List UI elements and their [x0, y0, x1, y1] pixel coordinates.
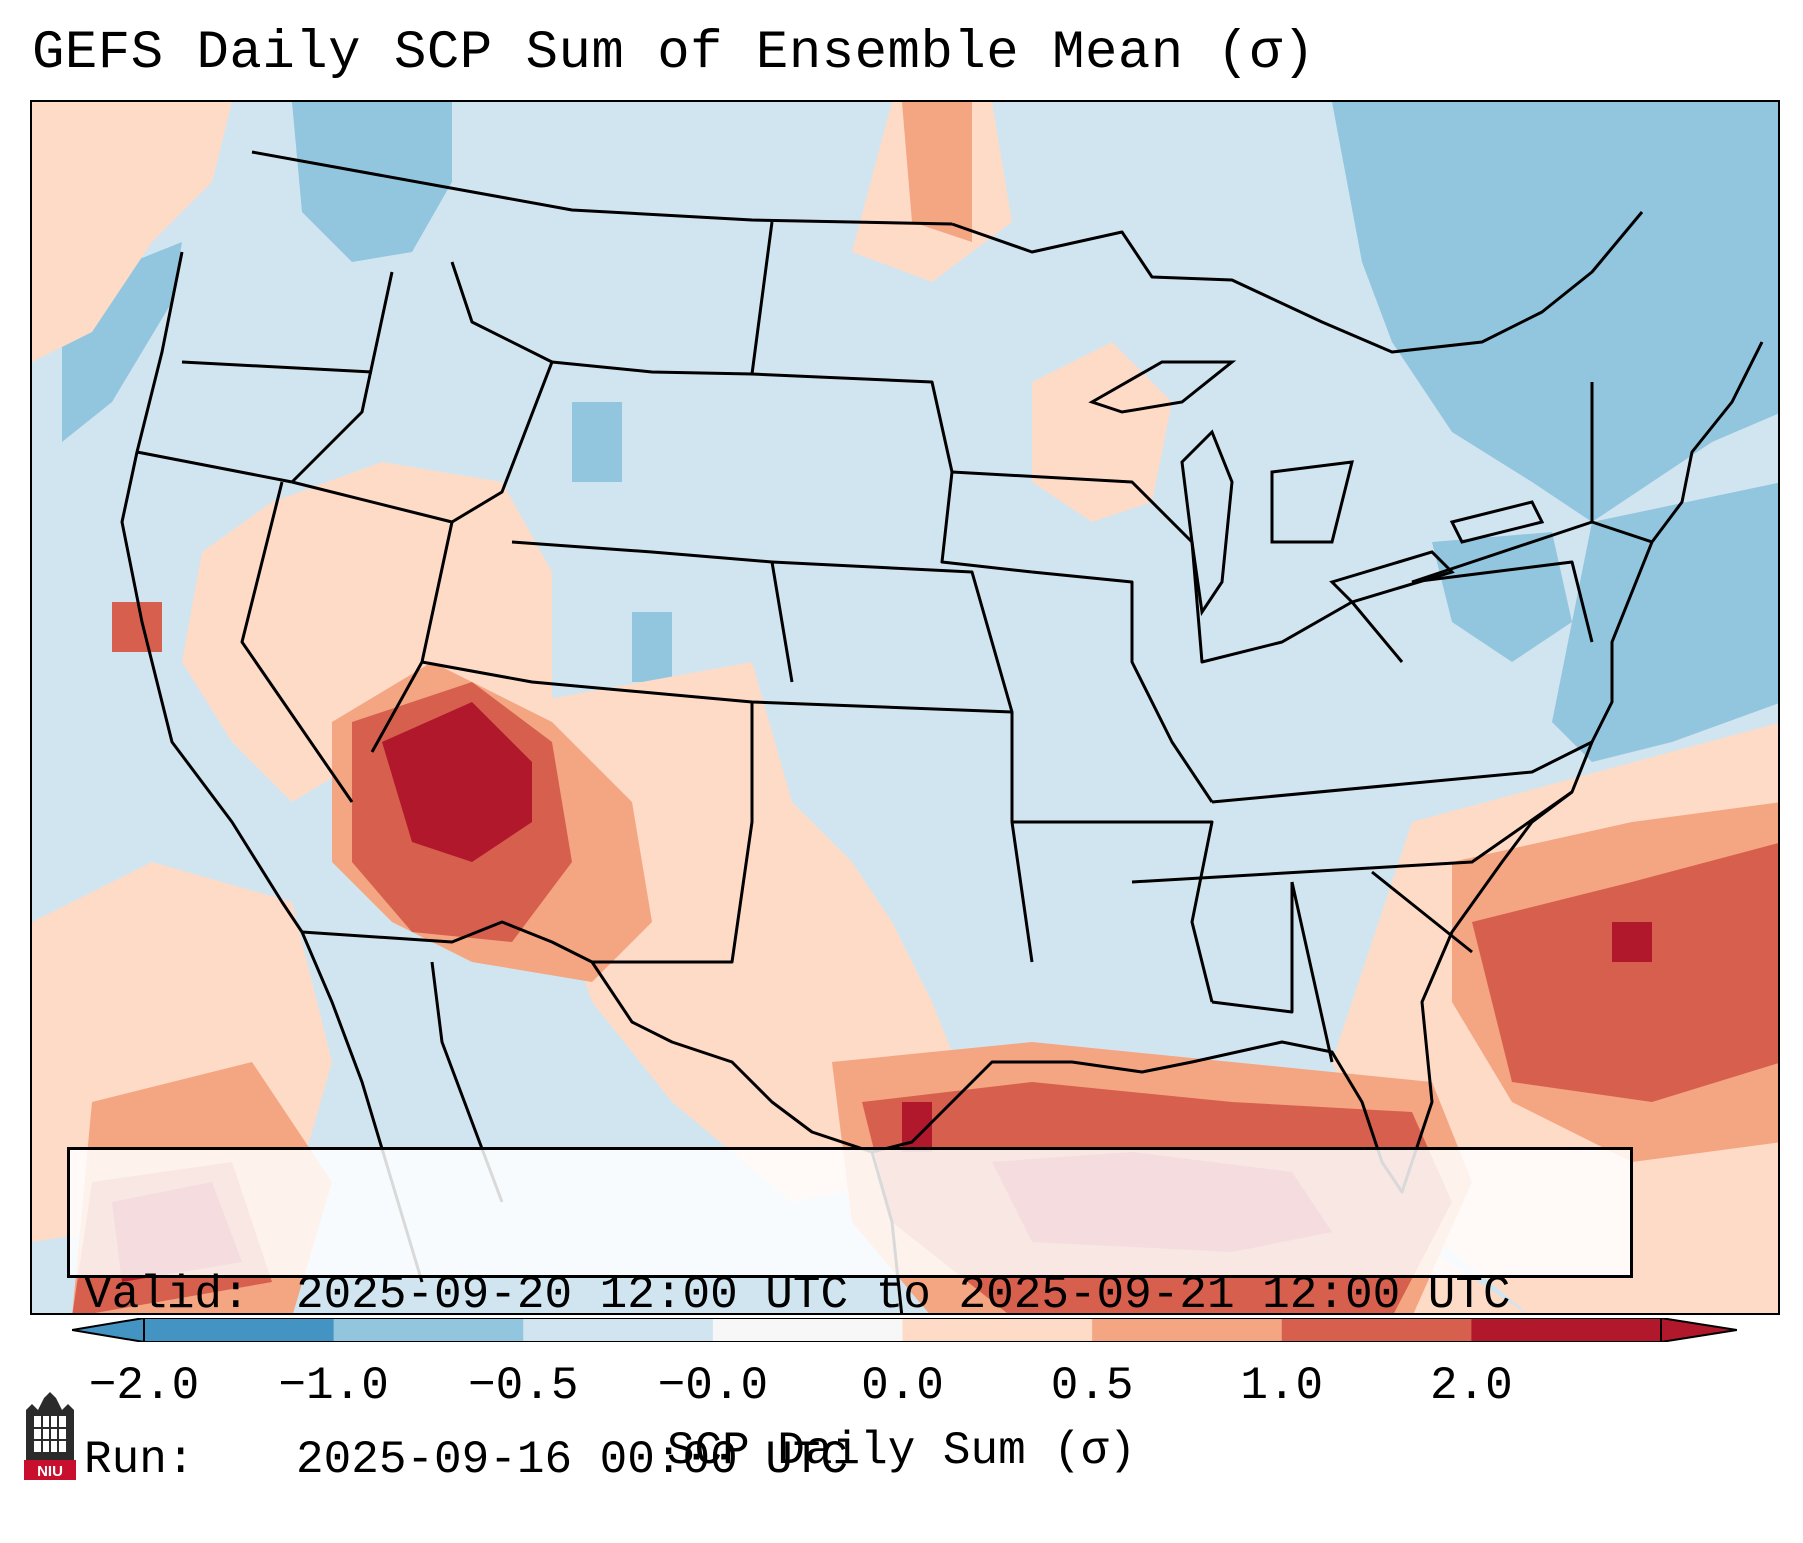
blue-region-wyoming: [572, 402, 622, 482]
colorbar-tick-label: 0.0: [861, 1360, 944, 1412]
title-text: GEFS Daily SCP Sum of Ensemble Mean (σ): [32, 23, 1316, 84]
colorbar-segment: [333, 1318, 524, 1342]
lake-michigan: [1180, 429, 1234, 617]
mississippi-border: [1211, 882, 1294, 1014]
colorbar-extend-high: [1660, 1318, 1737, 1342]
run-label: Run:: [84, 1434, 195, 1486]
colorbar-segment: [1092, 1318, 1283, 1342]
colorbar-tick-label: −0.0: [657, 1360, 769, 1412]
wyoming-north: [551, 221, 774, 376]
colorbar-extend-low: [72, 1318, 145, 1342]
valid-label: Valid:: [84, 1269, 250, 1321]
boundary-lines: [120, 150, 1764, 1194]
southern-and-atlantic-coastline: [301, 341, 1764, 1194]
colorbar-outline: [143, 1318, 1662, 1342]
pennsylvania-border: [1411, 560, 1594, 643]
oregon-california-border: [136, 450, 293, 484]
darkred-core-atlantic: [1612, 922, 1652, 962]
georgia-sc-border: [1371, 870, 1473, 954]
red-region-california: [112, 602, 162, 652]
idaho-west-border: [290, 271, 394, 484]
missouri-border: [1031, 570, 1214, 803]
map-title: GEFS Daily SCP Sum of Ensemble Mean (σ): [32, 22, 1315, 86]
lake-superior: [1088, 360, 1237, 414]
tennessee-line: [1131, 790, 1573, 884]
colorbar-segments: [72, 1318, 1737, 1342]
colorbar-tick-label: 2.0: [1429, 1360, 1513, 1412]
run-row: Run: 2025-09-16 00:00 UTC: [84, 1433, 1616, 1488]
kentucky-line: [1211, 740, 1593, 804]
blue-region-colorado: [632, 612, 672, 682]
salmon-region-nd: [902, 102, 972, 242]
pacific-coastline: [120, 251, 304, 933]
colorbar-label: SCP Daily Sum (σ): [666, 1425, 1137, 1477]
colorbar: [72, 1318, 1737, 1342]
blue-region-atlantic: [1552, 482, 1778, 762]
pink-region-pacific: [32, 102, 232, 362]
ohio-valley-border: [1190, 541, 1404, 664]
valid-run-info-box: Valid: 2025-09-20 12:00 UTC to 2025-09-2…: [67, 1147, 1633, 1486]
blue-region-bc: [292, 102, 452, 262]
nevada-border: [240, 481, 354, 803]
alabama-border: [1290, 881, 1334, 1063]
darkred-core-arizona: [382, 702, 532, 862]
run-value: 2025-09-16 00:00 UTC: [296, 1434, 849, 1486]
arkansas-border: [1012, 820, 1214, 1003]
colorbar-segment: [902, 1318, 1093, 1342]
colorbar-segment: [1281, 1318, 1472, 1342]
scp-field-map: [32, 102, 1778, 1313]
valid-row: Valid: 2025-09-20 12:00 UTC to 2025-09-2…: [84, 1268, 1616, 1323]
blue-region-northeast: [1332, 102, 1778, 522]
iowa-north: [951, 470, 1194, 544]
colorbar-segment: [1471, 1318, 1662, 1342]
colorbar-segment: [523, 1318, 714, 1342]
colorbar-tick-label: 0.5: [1050, 1360, 1134, 1412]
colorbar-tick-label: −0.5: [468, 1360, 579, 1412]
plains-border: [771, 560, 1034, 963]
lake-huron: [1270, 460, 1354, 544]
lake-erie: [1329, 550, 1455, 604]
colorbar-tick-label: −2.0: [88, 1360, 200, 1412]
lake-ontario: [1449, 500, 1545, 544]
us-canada-border-west: [251, 150, 953, 226]
map-panel: [30, 100, 1780, 1315]
colorbar-segment: [712, 1318, 903, 1342]
washington-oregon-border: [181, 360, 373, 374]
colorbar-segment: [144, 1318, 335, 1342]
utah-border: [291, 480, 454, 753]
colorbar-tick-label: −1.0: [278, 1360, 389, 1412]
niu-logo-icon: NIU: [24, 1392, 76, 1480]
red-region-atlantic: [1472, 843, 1778, 1102]
wyoming-south: [511, 540, 794, 683]
colorbar-tick-label: 1.0: [1240, 1360, 1324, 1412]
negative-anomaly-regions: [62, 102, 1778, 762]
four-corners-latitude: [421, 660, 1013, 714]
great-lakes: [1088, 360, 1545, 617]
blue-region-pacific-nw: [62, 242, 182, 442]
us-canada-border-east: [951, 211, 1644, 354]
valid-value: 2025-09-20 12:00 UTC to 2025-09-21 12:00…: [296, 1269, 1511, 1321]
logo-text: NIU: [37, 1463, 63, 1480]
new-mexico-border: [592, 702, 754, 964]
